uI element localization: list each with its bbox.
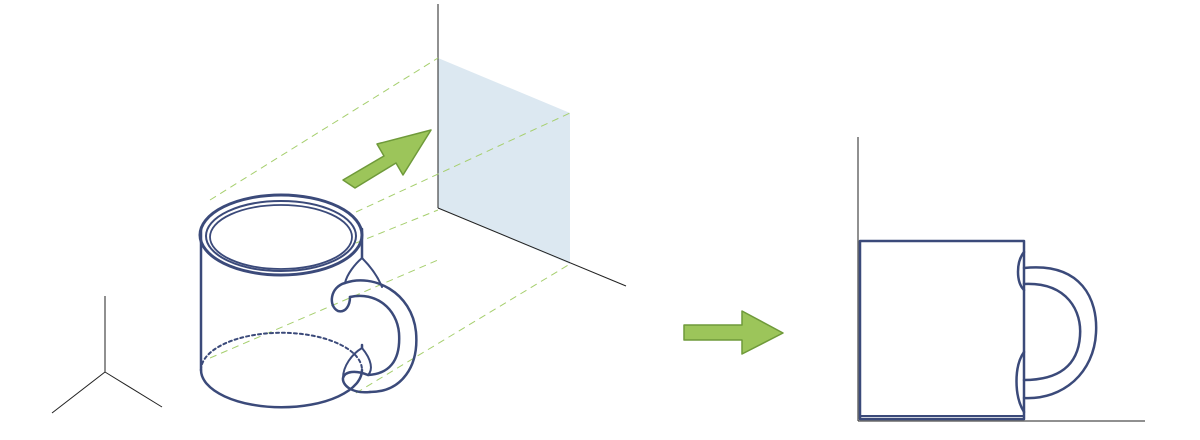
orthographic-mug-view <box>857 137 1145 422</box>
construction-lines <box>209 57 571 394</box>
ortho-mug-outline <box>858 239 1098 421</box>
result-arrow <box>683 310 784 355</box>
plane-floor-edge <box>437 207 627 287</box>
isometric-mug <box>198 193 418 409</box>
projection-surface <box>438 58 570 264</box>
projection-plane <box>437 4 627 287</box>
projection-arrow <box>342 129 432 189</box>
axis-tripod <box>51 296 163 414</box>
